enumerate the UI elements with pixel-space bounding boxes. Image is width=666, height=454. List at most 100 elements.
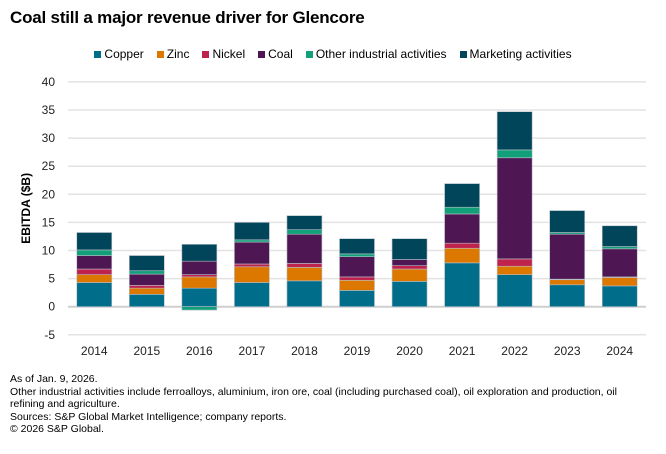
bar-segment-copper bbox=[601, 285, 638, 308]
bar-segment-zinc bbox=[549, 279, 585, 286]
y-tick-label: 40 bbox=[42, 75, 56, 89]
bar-segment-zinc bbox=[601, 277, 638, 287]
bar-segment-coal bbox=[339, 256, 375, 278]
note-date: As of Jan. 9, 2026. bbox=[10, 373, 98, 385]
bar-segment-zinc bbox=[391, 268, 428, 282]
bar-segment-marketing-activities bbox=[181, 244, 218, 262]
bar-segment-coal bbox=[181, 260, 218, 275]
y-tick-label: 35 bbox=[42, 103, 56, 117]
bar-segment-marketing-activities bbox=[391, 238, 428, 260]
chart-plot: -5 0 5 10 15 20 25 30 35 40 EBITDA ($B) 2014 2015 201… bbox=[19, 75, 646, 358]
y-tick-label: 25 bbox=[42, 159, 56, 173]
y-tick-label: 0 bbox=[48, 300, 55, 314]
legend-label: Nickel bbox=[212, 47, 246, 61]
bar-segment-marketing-activities bbox=[601, 225, 638, 247]
legend-item: Coal bbox=[258, 47, 293, 61]
bar-segment-marketing-activities bbox=[286, 215, 323, 231]
bar-segment-other-industrial-activities bbox=[496, 149, 533, 159]
bar-segment-other-industrial-activities bbox=[76, 249, 113, 256]
bar-segment-copper bbox=[444, 262, 480, 308]
note-copyright: © 2026 S&P Global. bbox=[10, 423, 104, 436]
y-tick-label: -5 bbox=[44, 328, 55, 342]
bar-segment-nickel bbox=[76, 268, 113, 275]
bar-segment-copper bbox=[549, 284, 585, 308]
legend-item: Marketing activities bbox=[459, 47, 572, 61]
bar-segment-coal bbox=[444, 213, 480, 244]
bar-segment-zinc bbox=[496, 265, 533, 275]
bar-segment-coal bbox=[286, 233, 323, 264]
bar-segment-zinc bbox=[76, 274, 113, 283]
bar-segment-copper bbox=[286, 280, 323, 307]
legend-label: Zinc bbox=[166, 47, 190, 61]
y-tick-label: 30 bbox=[42, 131, 56, 145]
x-tick-label: 2015 bbox=[133, 344, 160, 358]
x-tick-label: 2018 bbox=[291, 344, 318, 358]
bar-segment-marketing-activities bbox=[496, 111, 533, 151]
bar-segment-coal bbox=[76, 255, 113, 270]
x-tick-label: 2016 bbox=[186, 344, 213, 358]
bar-segment-marketing-activities bbox=[444, 183, 480, 208]
bar-segment-nickel bbox=[286, 263, 323, 268]
bar-segment-zinc bbox=[444, 247, 480, 264]
bar-segment-coal bbox=[601, 248, 638, 278]
bar-segment-marketing-activities bbox=[339, 238, 375, 255]
legend-swatch bbox=[156, 50, 164, 58]
bar-segment-nickel bbox=[444, 242, 480, 249]
bar-segment-copper bbox=[391, 281, 428, 308]
bar-segment-other-industrial-activities bbox=[234, 239, 270, 243]
y-tick-label: 5 bbox=[48, 272, 55, 286]
chart-title: Coal still a major revenue driver for Gl… bbox=[10, 8, 365, 27]
note-sources: Sources: S&P Global Market Intelligence;… bbox=[10, 410, 287, 423]
bar-segment-zinc bbox=[286, 267, 323, 282]
x-tick-label: 2017 bbox=[239, 344, 266, 358]
bar-segment-nickel bbox=[339, 276, 375, 281]
legend-swatch bbox=[94, 50, 102, 58]
x-tick-label: 2021 bbox=[449, 344, 476, 358]
bar-segment-other-industrial-activities bbox=[286, 229, 323, 235]
legend-swatch bbox=[305, 50, 313, 58]
bar-segment-marketing-activities bbox=[129, 255, 165, 272]
note-definition: Other industrial activities include ferr… bbox=[10, 385, 617, 411]
legend-swatch bbox=[459, 50, 467, 58]
y-axis-label: EBITDA ($B) bbox=[19, 173, 33, 244]
x-tick-label: 2020 bbox=[396, 344, 423, 358]
bar-segment-copper bbox=[76, 282, 113, 307]
bar-segment-coal bbox=[129, 273, 165, 286]
bar-segment-other-industrial-activities bbox=[601, 246, 638, 250]
legend-swatch bbox=[258, 50, 266, 58]
legend-item: Zinc bbox=[156, 47, 190, 61]
x-tick-label: 2019 bbox=[344, 344, 371, 358]
bar-segment-nickel bbox=[129, 285, 165, 289]
bar-segment-marketing-activities bbox=[234, 222, 270, 241]
x-tick-label: 2014 bbox=[81, 344, 108, 358]
bar-segment-nickel bbox=[181, 274, 218, 278]
legend-item: Other industrial activities bbox=[305, 47, 447, 61]
y-tick-label: 15 bbox=[42, 215, 56, 229]
bar-segment-coal bbox=[496, 157, 533, 260]
legend-label: Other industrial activities bbox=[315, 47, 447, 61]
bar-segment-marketing-activities bbox=[76, 232, 113, 251]
bar-segment-nickel bbox=[496, 258, 533, 267]
bar-segment-other-industrial-activities bbox=[129, 270, 165, 275]
y-tick-label: 10 bbox=[42, 244, 56, 258]
y-tick-label: 20 bbox=[42, 187, 56, 201]
legend: Copper Zinc Nickel Coal Other industrial act… bbox=[0, 47, 666, 61]
legend-label: Copper bbox=[104, 47, 144, 61]
x-tick-label: 2024 bbox=[606, 344, 633, 358]
bar-segment-coal bbox=[391, 259, 428, 266]
bar-segment-marketing-activities bbox=[549, 210, 585, 233]
legend-label: Coal bbox=[268, 47, 293, 61]
bar-segment-copper bbox=[339, 290, 375, 308]
bar-segment-zinc bbox=[339, 279, 375, 291]
bar-segment-zinc bbox=[234, 266, 270, 283]
bar-segment-other-industrial-activities bbox=[339, 253, 375, 257]
bar-segment-zinc bbox=[129, 287, 165, 295]
bar-segment-coal bbox=[549, 233, 585, 280]
legend-swatch bbox=[202, 50, 210, 58]
bar-segment-copper bbox=[181, 287, 218, 307]
bar-segment-nickel bbox=[234, 263, 270, 268]
legend-item: Copper bbox=[94, 47, 144, 61]
bar-segment-copper bbox=[234, 282, 270, 307]
bar-segment-zinc bbox=[181, 276, 218, 289]
